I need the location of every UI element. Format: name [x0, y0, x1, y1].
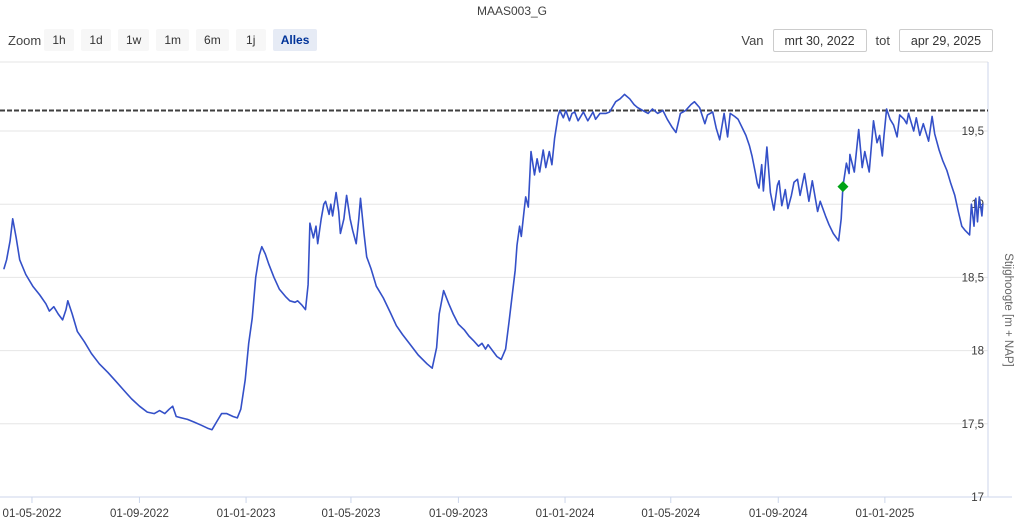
- range-selector: Zoom 1h 1d 1w 1m 6m 1j Alles Van tot: [0, 28, 1024, 54]
- zoom-button-1d[interactable]: 1d: [81, 29, 111, 51]
- date-range-inputs: Van tot: [741, 29, 993, 52]
- to-date-input[interactable]: [899, 29, 993, 52]
- to-label: tot: [875, 33, 890, 48]
- zoom-button-1h[interactable]: 1h: [44, 29, 74, 51]
- y-axis-label: 17,5: [962, 419, 984, 431]
- from-label: Van: [741, 33, 764, 48]
- y-axis-label: 18,5: [962, 272, 984, 284]
- x-axis-label: 01-05-2023: [322, 508, 381, 520]
- y-axis-label: 17: [971, 492, 984, 504]
- page-title: MAAS003_G: [476, 4, 548, 18]
- x-axis-label: 01-09-2022: [110, 508, 169, 520]
- x-axis-label: 01-01-2025: [855, 508, 914, 520]
- zoom-button-alles[interactable]: Alles: [272, 29, 318, 51]
- zoom-label: Zoom: [8, 33, 42, 48]
- latest-measurement-marker: [837, 181, 849, 193]
- from-date-input[interactable]: [772, 29, 867, 52]
- y-axis-title: Stijghoogte [m + NAP]: [1002, 253, 1014, 366]
- groundwater-series-line: [3, 93, 984, 431]
- zoom-button-1m[interactable]: 1m: [156, 29, 190, 51]
- x-axis-label: 01-05-2022: [3, 508, 62, 520]
- x-axis-label: 01-01-2024: [536, 508, 595, 520]
- y-axis-label: 19,5: [962, 126, 984, 138]
- zoom-button-1w[interactable]: 1w: [118, 29, 150, 51]
- y-axis-label: 18: [971, 346, 984, 358]
- zoom-button-6m[interactable]: 6m: [196, 29, 229, 51]
- x-axis-label: 01-01-2023: [217, 508, 276, 520]
- x-axis-label: 01-09-2023: [429, 508, 488, 520]
- zoom-buttons: 1h 1d 1w 1m 6m 1j Alles: [44, 29, 318, 51]
- zoom-button-1j[interactable]: 1j: [235, 29, 266, 51]
- x-axis-label: 01-05-2024: [641, 508, 700, 520]
- x-axis-label: 01-09-2024: [749, 508, 808, 520]
